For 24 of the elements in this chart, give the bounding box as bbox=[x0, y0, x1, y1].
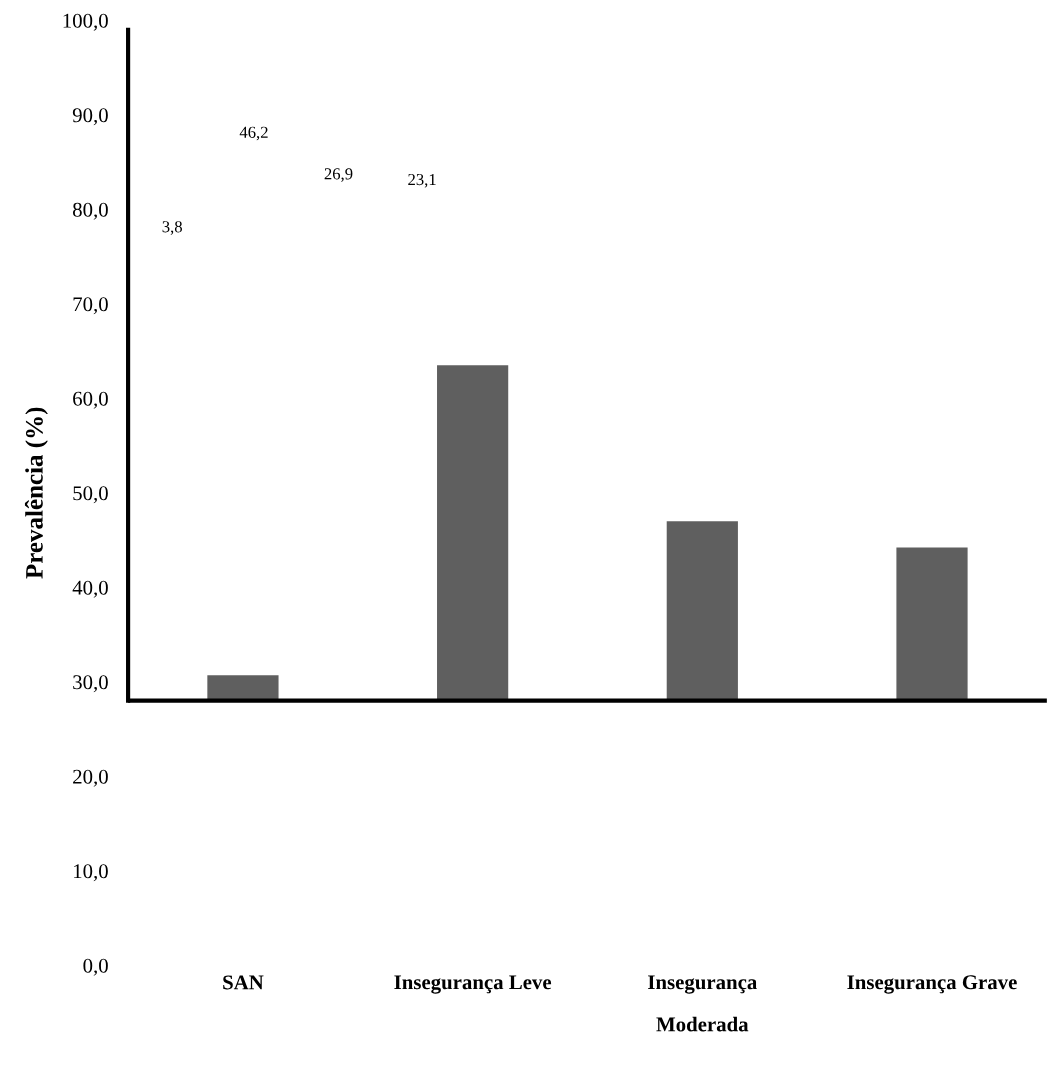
y-tick-label: 60,0 bbox=[73, 391, 108, 409]
annotation: 3,8 bbox=[162, 221, 182, 235]
y-tick-label: 40,0 bbox=[72, 580, 108, 598]
x-tick-label: Insegurança Grave bbox=[847, 975, 1017, 994]
y-tick-label: 90,0 bbox=[72, 108, 108, 126]
bar bbox=[896, 547, 968, 701]
bar bbox=[437, 365, 509, 701]
bar bbox=[666, 521, 738, 701]
x-tick-label: Insegurança Leve bbox=[394, 975, 552, 994]
x-tick-label: Insegurança Moderada bbox=[648, 975, 757, 1032]
x-tick-label: SAN bbox=[223, 975, 264, 990]
y-axis-title: Prevalência (%) bbox=[24, 407, 48, 579]
annotation: 46,2 bbox=[239, 126, 268, 141]
annotation: 26,9 bbox=[324, 168, 353, 182]
y-tick-label: 70,0 bbox=[73, 297, 108, 315]
annotation: 23,1 bbox=[408, 173, 436, 188]
y-tick-label: 30,0 bbox=[73, 675, 108, 693]
y-tick-label: 80,0 bbox=[72, 202, 108, 220]
y-tick-label: 100,0 bbox=[63, 13, 108, 31]
y-tick-label: 50,0 bbox=[73, 486, 108, 504]
y-tick-label: 10,0 bbox=[74, 864, 108, 882]
bar bbox=[207, 675, 279, 701]
y-tick-label: 0,0 bbox=[83, 958, 108, 976]
y-tick-label: 20,0 bbox=[73, 769, 108, 787]
